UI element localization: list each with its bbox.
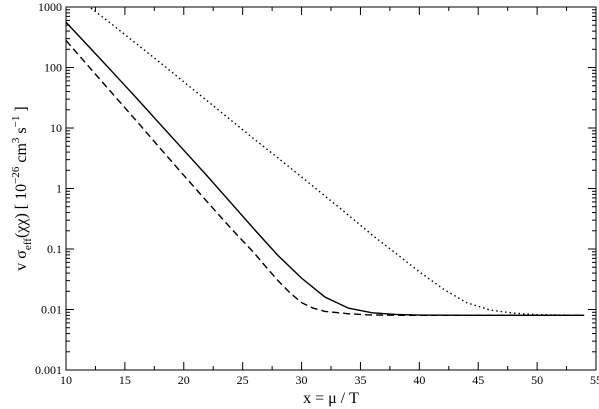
series-layer: [66, 7, 585, 317]
y-tick-label: 1000: [38, 0, 62, 14]
x-tick-label: 20: [178, 373, 190, 387]
y-axis-label: v σeff(χχ) [ 10−26 cm3 s−1 ]: [10, 106, 34, 270]
x-tick-label: 40: [413, 373, 425, 387]
y-tick-label: 0.001: [35, 363, 62, 377]
series-line-solid: [66, 21, 585, 317]
y-tick-label: 100: [44, 61, 62, 75]
x-tick-label: 10: [60, 373, 72, 387]
y-axis-label-part: v σ: [13, 250, 30, 271]
x-tick-label: 15: [119, 373, 131, 387]
x-tick-label: 45: [472, 373, 484, 387]
y-axis-label-part: (χχ) [ 10: [13, 184, 30, 238]
ticks-layer: 10 15 20 25 30 35 40 45 50 55 0.001 0.01 0.1 1 10 100 10…: [35, 0, 599, 387]
y-axis-label-part: s: [13, 127, 30, 137]
x-tick-label: 30: [296, 373, 308, 387]
series-line-dashed: [66, 39, 585, 317]
y-axis-label-part: 3: [10, 137, 22, 143]
y-axis-label-part: −1: [10, 116, 22, 128]
y-axis-label-part: cm: [13, 143, 30, 167]
x-tick-label: 50: [531, 373, 543, 387]
x-axis-label: x = μ / T: [303, 390, 359, 407]
series-line-dotted: [88, 7, 585, 317]
y-axis-label-part: −26: [10, 166, 22, 184]
x-tick-label: 25: [237, 373, 249, 387]
y-axis-label-part: eff: [22, 238, 34, 250]
x-tick-label: 55: [590, 373, 599, 387]
y-axis-label-part: ]: [13, 106, 30, 115]
y-tick-label: 0.1: [47, 242, 62, 256]
y-tick-label: 10: [50, 121, 62, 135]
x-tick-label: 35: [354, 373, 366, 387]
y-tick-label: 1: [56, 182, 62, 196]
y-tick-label: 0.01: [41, 303, 62, 317]
